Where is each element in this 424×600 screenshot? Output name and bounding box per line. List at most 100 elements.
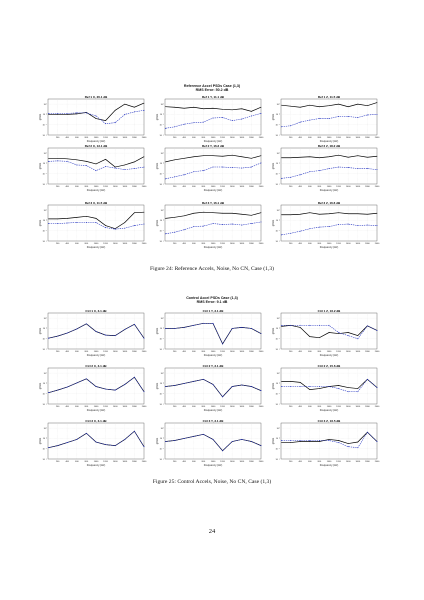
x-tick-label: 400 [298,406,302,408]
y-tick-label: 10⁰ [277,317,280,320]
x-tick-label: 800 [85,186,89,188]
reference-data-point [290,176,292,178]
measured-data-point [124,103,126,105]
x-axis-label: Frequency (Hz) [87,139,106,143]
x-tick-label: 600 [308,243,312,245]
x-tick-label: 1200 [103,243,108,245]
x-tick-label: 400 [298,186,302,188]
reference-data-point [66,112,68,114]
reference-data-point [347,446,349,448]
y-tick-label: 10⁻⁶ [43,240,47,243]
reference-data-point [124,113,126,115]
reference-data-point [174,176,176,178]
x-tick-label: 1800 [365,186,370,188]
reference-data-point [174,231,176,233]
measured-data-point [338,385,339,386]
reference-data-point [165,441,166,442]
measured-data-point [290,157,291,159]
reference-data-point [143,223,145,225]
measured-data-point [165,218,166,219]
panel-title: Ref 2 X, 13.1 dB [85,144,108,148]
reference-data-point [95,441,97,443]
x-tick-label: 1600 [355,186,360,188]
x-tick-label: 400 [298,461,302,463]
reference-data-point [290,125,292,127]
x-axis-label: Frequency (Hz) [320,245,339,249]
measured-data-point [251,214,252,216]
reference-data-point [85,112,87,114]
plot-area: Ref 1 Z, 11.5 dB 200 400 600 800 1000 1200 1400… [271,95,380,143]
x-axis-label: Frequency (Hz) [320,353,339,357]
plot-area: Ref 2 X, 13.1 dB 200 400 600 800 1000 1200 1400… [38,144,147,192]
measured-data-point [281,326,282,327]
reference-data-point [133,168,135,170]
x-tick-label: 400 [65,406,69,408]
x-tick-label: 1000 [211,406,216,408]
reference-data-point [376,169,378,171]
y-tick-label: 10⁰ [277,209,280,212]
reference-data-point [143,166,145,168]
measured-data-point [347,387,349,388]
x-tick-label: 200 [289,243,293,245]
reference-data-point [95,386,97,387]
x-tick-label: 1200 [220,243,225,245]
reference-data-point [357,391,359,393]
reference-data-point [212,117,214,119]
y-axis-label: g²/Hz [271,113,275,120]
reference-data-point [347,335,349,337]
measured-data-point [367,105,368,106]
reference-series-line [48,376,145,393]
measured-data-point [328,105,330,106]
ctrl-panel: Ctrl 3 Z, 16.5 dB 200 400 600 800 1000 1200 140… [269,418,381,468]
ref-panel-svg: Ref 2 Z, 18.2 dB 200 400 600 800 1000 1200 1400… [271,144,380,192]
measured-data-point [281,104,282,106]
y-tick-label: 10⁻² [160,219,164,222]
y-axis-label: g²/Hz [155,437,159,444]
x-tick-label: 1200 [336,186,341,188]
x-tick-label: 1600 [122,137,127,139]
reference-data-point [76,382,78,384]
reference-data-point [260,445,262,447]
x-tick-label: 1400 [113,243,118,245]
reference-data-point [95,115,97,117]
reference-data-point [124,227,126,229]
y-tick-label: 10⁰ [161,427,164,430]
x-tick-label: 800 [85,461,89,463]
x-tick-label: 200 [289,351,293,353]
reference-data-point [376,387,378,388]
reference-data-point [66,386,68,388]
measured-data-point [193,156,195,158]
measured-data-point [134,212,135,214]
y-tick-label: 10⁻² [43,382,47,385]
x-tick-label: 1000 [211,137,216,139]
y-tick-label: 10⁻⁴ [159,393,163,396]
reference-data-point [105,123,107,125]
reference-data-point [143,109,145,111]
x-tick-label: 1800 [249,243,254,245]
y-tick-label: 10⁻⁶ [160,403,164,406]
x-tick-label: 400 [182,461,186,463]
y-tick-label: 10⁻² [43,113,47,116]
y-tick-label: 10⁰ [44,209,47,212]
x-tick-label: 1800 [249,137,254,139]
ref-panel-svg: Ref 2 Y, 16.2 dB 200 400 600 800 1000 1200 1400… [155,144,264,192]
y-tick-label: 10⁻⁴ [275,124,279,127]
reference-data-point [328,118,330,119]
reference-data-point [76,222,78,223]
measured-data-point [57,218,58,220]
reference-data-point [85,165,87,166]
y-tick-label: 10⁻² [276,219,280,222]
measured-data-point [281,157,282,159]
ref-panel: Ref 3 Z, 16.6 dB 200 400 600 800 1000 1200 1400… [269,200,381,250]
ctrl-panel-svg: Ctrl 2 Y, 3.1 dB 200 400 600 800 1000 1200 1400… [155,364,264,412]
reference-data-point [105,166,107,167]
reference-data-point [76,164,78,166]
x-tick-label: 600 [75,351,79,353]
reference-data-point [357,117,359,118]
x-tick-label: 2000 [259,137,264,139]
x-tick-label: 2000 [375,186,380,188]
measured-data-point [290,442,291,443]
x-axis-label: Frequency (Hz) [87,463,106,467]
plot-area: Ctrl 2 Z, 15.6 dB 200 400 600 800 1000 1200 140… [271,364,380,412]
reference-data-point [318,118,320,119]
